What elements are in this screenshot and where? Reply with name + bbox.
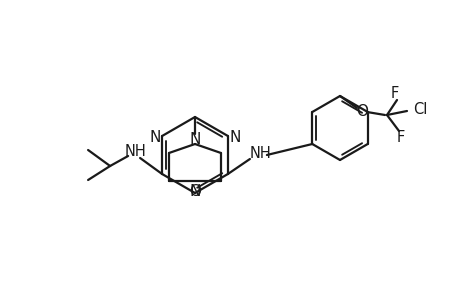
Text: Cl: Cl [412, 103, 426, 118]
Text: N: N [189, 131, 200, 146]
Text: O: O [355, 104, 367, 119]
Text: F: F [390, 85, 398, 100]
Text: O: O [189, 184, 201, 199]
Text: F: F [396, 130, 404, 146]
Text: NH: NH [250, 146, 271, 160]
Text: NH: NH [124, 143, 146, 158]
Text: N: N [229, 130, 240, 146]
Text: N: N [189, 184, 200, 200]
Text: N: N [149, 130, 161, 146]
